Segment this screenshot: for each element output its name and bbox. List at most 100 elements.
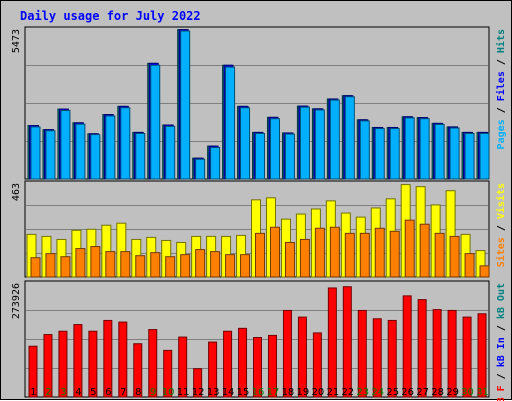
bar-sites-day-7	[120, 251, 131, 278]
legend-part: kB Out	[496, 283, 507, 319]
bar-sites-day-29	[449, 235, 460, 278]
bar-pages-day-25	[389, 128, 400, 180]
bar-kbf-day-6	[103, 319, 113, 398]
panel-legend: Sites / Visits	[495, 183, 507, 267]
panel-kb: 273926 kB F / kB In / kB Out	[11, 280, 507, 401]
bar-kbf-day-12	[193, 368, 203, 398]
bar-kbf-day-8	[133, 343, 143, 398]
bar-kbf-day-21	[327, 287, 337, 398]
bar-kbf-day-23	[357, 309, 367, 398]
bar-kbf-day-15	[238, 327, 248, 398]
bar-kbf-day-10	[163, 349, 173, 398]
bar-sites-day-26	[404, 219, 415, 278]
bar-pages-day-18	[284, 133, 295, 180]
panel-max-label: 5473	[11, 29, 22, 53]
day-label-3: 3	[60, 387, 66, 398]
day-label-18: 18	[282, 387, 295, 398]
bar-pages-day-7	[120, 107, 131, 180]
day-label-21: 21	[326, 387, 339, 398]
bar-kbf-day-7	[118, 321, 128, 398]
bar-sites-day-14	[225, 254, 236, 278]
bar-pages-day-30	[464, 133, 475, 180]
bar-pages-day-27	[419, 118, 430, 180]
bar-sites-day-8	[135, 255, 146, 278]
bar-sites-day-4	[75, 248, 86, 278]
bar-pages-day-9	[150, 64, 161, 180]
legend-part: /	[496, 367, 507, 385]
bar-sites-day-19	[299, 238, 310, 278]
bar-sites-day-30	[464, 253, 475, 278]
bar-pages-day-2	[45, 130, 56, 180]
bar-sites-day-18	[284, 241, 295, 278]
bar-sites-day-12	[195, 249, 206, 278]
panel-max-label: 463	[11, 183, 22, 201]
bar-sites-day-28	[434, 232, 445, 278]
bar-kbf-day-16	[253, 336, 263, 398]
bar-kbf-day-29	[447, 309, 457, 398]
bar-sites-day-11	[180, 254, 191, 278]
day-label-31: 31	[476, 387, 489, 398]
bar-sites-day-20	[314, 227, 325, 278]
bar-kbf-day-24	[372, 318, 382, 398]
bar-kbf-day-25	[387, 319, 397, 398]
bar-sites-day-3	[60, 256, 71, 278]
bar-pages-day-16	[255, 133, 266, 180]
day-label-28: 28	[431, 387, 444, 398]
panel-legend: kB F / kB In / kB Out	[496, 283, 507, 401]
day-label-23: 23	[356, 387, 369, 398]
bar-kbf-day-28	[432, 309, 442, 398]
bar-sites-day-2	[45, 253, 56, 278]
day-label-7: 7	[120, 387, 126, 398]
legend-part: Hits	[495, 29, 507, 53]
bar-pages-day-10	[165, 125, 176, 180]
bar-pages-day-22	[344, 96, 355, 180]
bar-kbf-day-20	[312, 332, 322, 398]
bar-kbf-day-31	[477, 313, 487, 398]
day-label-4: 4	[75, 387, 81, 398]
bar-sites-day-21	[329, 226, 340, 278]
day-label-25: 25	[386, 387, 399, 398]
panel-max-label: 273926	[11, 283, 22, 319]
bar-pages-day-8	[135, 133, 146, 180]
bar-pages-day-1	[30, 126, 41, 180]
bar-sites-day-17	[269, 226, 280, 278]
bar-sites-day-25	[389, 230, 400, 278]
bar-kbf-day-19	[297, 316, 307, 398]
legend-part: Pages	[496, 119, 507, 149]
day-label-17: 17	[267, 387, 280, 398]
bar-sites-day-9	[150, 252, 161, 278]
day-label-24: 24	[371, 387, 384, 398]
bar-sites-day-10	[165, 256, 176, 278]
bar-kbf-day-30	[462, 316, 472, 398]
bar-sites-day-1	[30, 257, 41, 278]
bar-kbf-day-17	[267, 334, 277, 398]
bar-sites-day-5	[90, 246, 101, 278]
legend-part: /	[496, 53, 507, 71]
bar-sites-day-23	[359, 232, 370, 278]
bar-sites-day-15	[240, 254, 251, 278]
day-label-8: 8	[135, 387, 141, 398]
bar-kbf-day-3	[58, 330, 68, 398]
bar-pages-day-6	[105, 115, 116, 180]
bar-pages-day-4	[75, 123, 86, 180]
day-label-19: 19	[297, 387, 310, 398]
legend-part: Files	[495, 71, 507, 101]
bar-pages-day-17	[269, 118, 280, 180]
day-label-16: 16	[252, 387, 265, 398]
bar-pages-day-26	[404, 117, 415, 180]
bar-pages-day-29	[449, 127, 460, 180]
day-label-15: 15	[237, 387, 250, 398]
bar-pages-day-20	[314, 109, 325, 180]
bar-kbf-day-14	[223, 330, 233, 398]
bar-kbf-day-27	[417, 299, 427, 398]
bar-kbf-day-26	[402, 295, 412, 398]
panel-hits-files-pages: 5473 Pages / Files / Hits	[11, 26, 507, 180]
bar-kbf-day-11	[178, 336, 188, 398]
bar-pages-day-19	[299, 106, 310, 180]
bar-kbf-day-4	[73, 324, 83, 398]
day-label-12: 12	[192, 387, 205, 398]
day-label-1: 1	[30, 387, 36, 398]
bar-pages-day-23	[359, 120, 370, 180]
